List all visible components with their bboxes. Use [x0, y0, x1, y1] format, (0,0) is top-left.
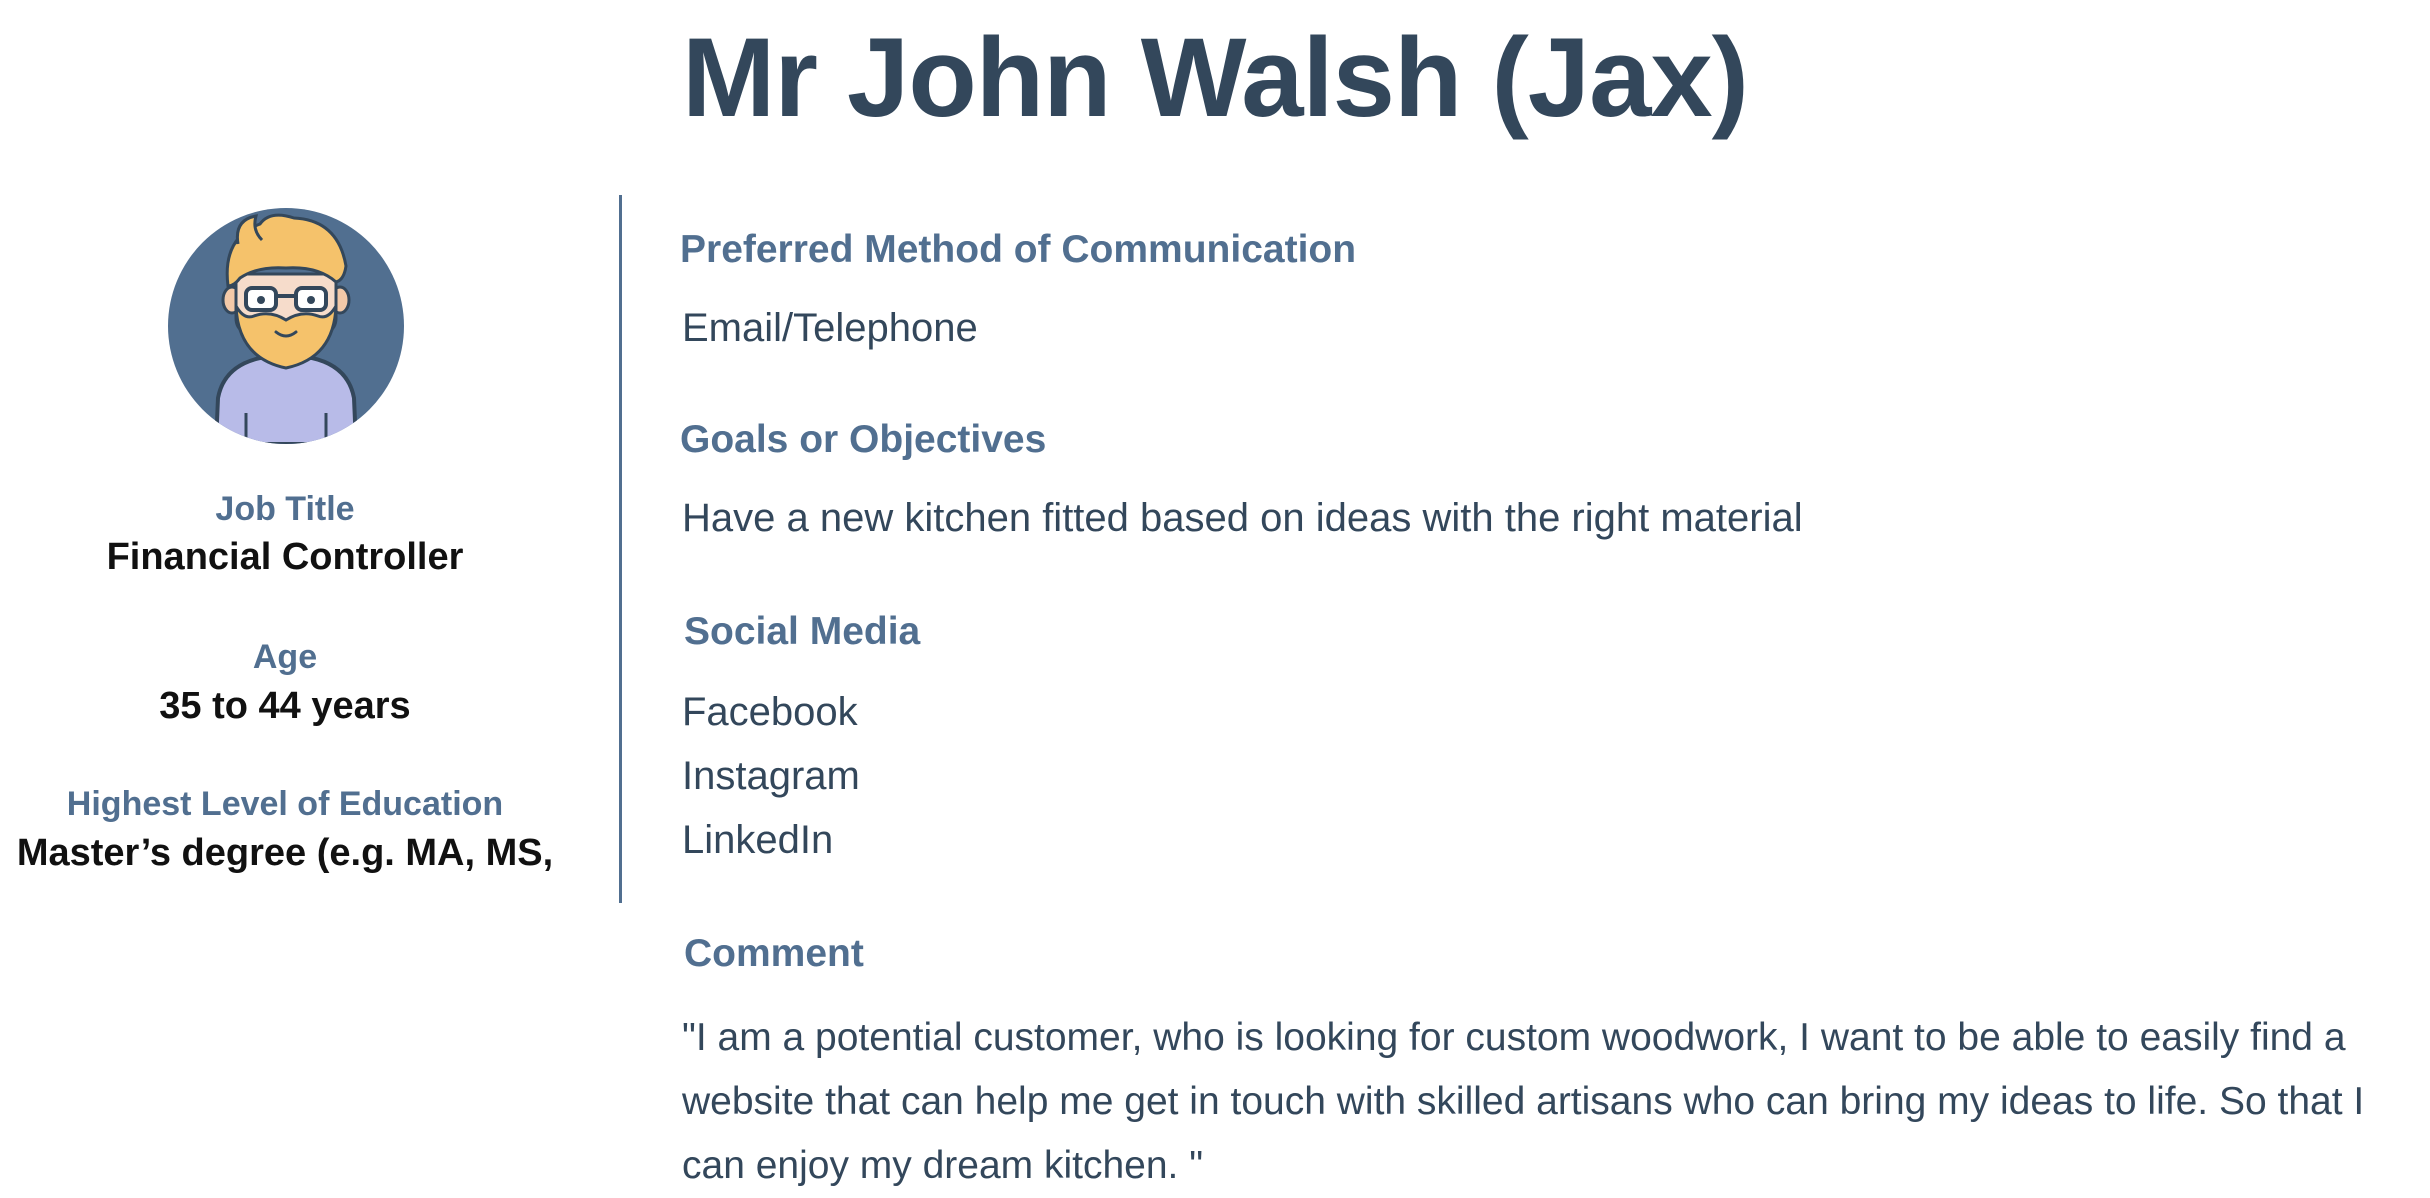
age-label: Age — [252, 638, 318, 676]
education-label: Highest Level of Education — [66, 785, 504, 823]
page-title: Mr John Walsh (Jax) — [682, 15, 1749, 140]
job-title-value: Financial Controller — [106, 536, 464, 578]
avatar — [168, 208, 404, 444]
communication-value: Email/Telephone — [682, 306, 978, 350]
comment-heading: Comment — [684, 932, 864, 975]
comment-text: "I am a potential customer, who is looki… — [682, 1016, 2365, 1187]
age-value: 35 to 44 years — [159, 685, 411, 727]
communication-heading: Preferred Method of Communication — [680, 228, 1357, 271]
social-item-instagram: Instagram — [682, 754, 860, 798]
bearded-man-avatar-icon — [168, 208, 404, 444]
job-title-label: Job Title — [215, 490, 355, 528]
social-item-facebook: Facebook — [682, 690, 858, 734]
social-media-heading: Social Media — [684, 610, 921, 653]
goals-value: Have a new kitchen fitted based on ideas… — [682, 496, 1803, 540]
vertical-divider — [619, 195, 622, 903]
goals-heading: Goals or Objectives — [680, 418, 1047, 461]
social-item-linkedin: LinkedIn — [682, 818, 834, 862]
education-value: Master’s degree (e.g. MA, MS, — [16, 832, 554, 874]
